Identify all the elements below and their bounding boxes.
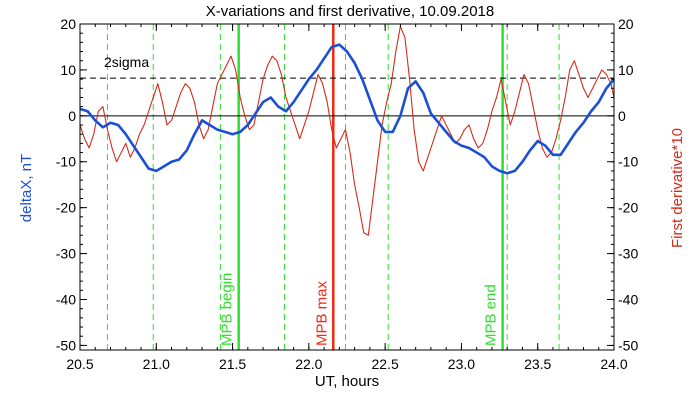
marker-label: MPB begin: [219, 273, 236, 346]
y-tick-label-left: 10: [60, 62, 76, 78]
y-tick-label-right: -30: [618, 246, 638, 262]
y-tick-label-left: -20: [56, 200, 76, 216]
two-sigma-label: 2sigma: [104, 54, 149, 70]
y-tick-label-right: 0: [618, 108, 626, 124]
deltax-series-line: [79, 43, 615, 175]
x-tick-label: 24.0: [600, 356, 627, 372]
x-tick-label: 20.5: [66, 356, 93, 372]
plot-frame: [79, 23, 615, 351]
y-tick-label-left: -30: [56, 246, 76, 262]
y-tick-label-left: -40: [56, 291, 76, 307]
y-tick-label-right: 20: [618, 16, 634, 32]
y-axis-right-label: First derivative*10: [669, 128, 686, 248]
y-axis-left-ticks: 20 10 0 -10 -20 -30 -40 -50: [56, 16, 87, 353]
y-tick-label-left: 20: [60, 16, 76, 32]
marker-labels: MPB begin MPB max MPB end: [219, 273, 500, 346]
y-tick-label-left: -50: [56, 337, 76, 353]
y-axis-left-label: deltaX, nT: [18, 154, 35, 222]
y-tick-label-left: 0: [68, 108, 76, 124]
y-tick-label-right: -20: [618, 200, 638, 216]
marker-label: MPB end: [483, 284, 500, 346]
x-tick-label: 21.5: [219, 356, 246, 372]
y-tick-label-left: -10: [56, 154, 76, 170]
x-axis-ticks: 20.5 21.0 21.5 22.0 22.5 23.0 23.5 24.0: [66, 24, 628, 372]
x-tick-label: 23.0: [448, 356, 475, 372]
derivative-series-line: [79, 25, 615, 236]
y-tick-label-right: -50: [618, 337, 638, 353]
marker-label: MPB max: [313, 280, 330, 346]
x-tick-label: 22.5: [372, 356, 399, 372]
chart-title: X-variations and first derivative, 10.09…: [206, 3, 495, 20]
x-tick-label: 23.5: [524, 356, 551, 372]
y-tick-label-right: 10: [618, 62, 634, 78]
y-tick-label-right: -10: [618, 154, 638, 170]
reference-lines: [80, 77, 614, 117]
x-tick-label: 21.0: [143, 356, 170, 372]
x-axis-label: UT, hours: [315, 373, 379, 390]
series-lines: [79, 25, 615, 236]
y-tick-label-right: -40: [618, 291, 638, 307]
x-tick-label: 22.0: [295, 356, 322, 372]
y-axis-right-ticks: 20 10 0 -10 -20 -30 -40 -50: [607, 16, 638, 353]
